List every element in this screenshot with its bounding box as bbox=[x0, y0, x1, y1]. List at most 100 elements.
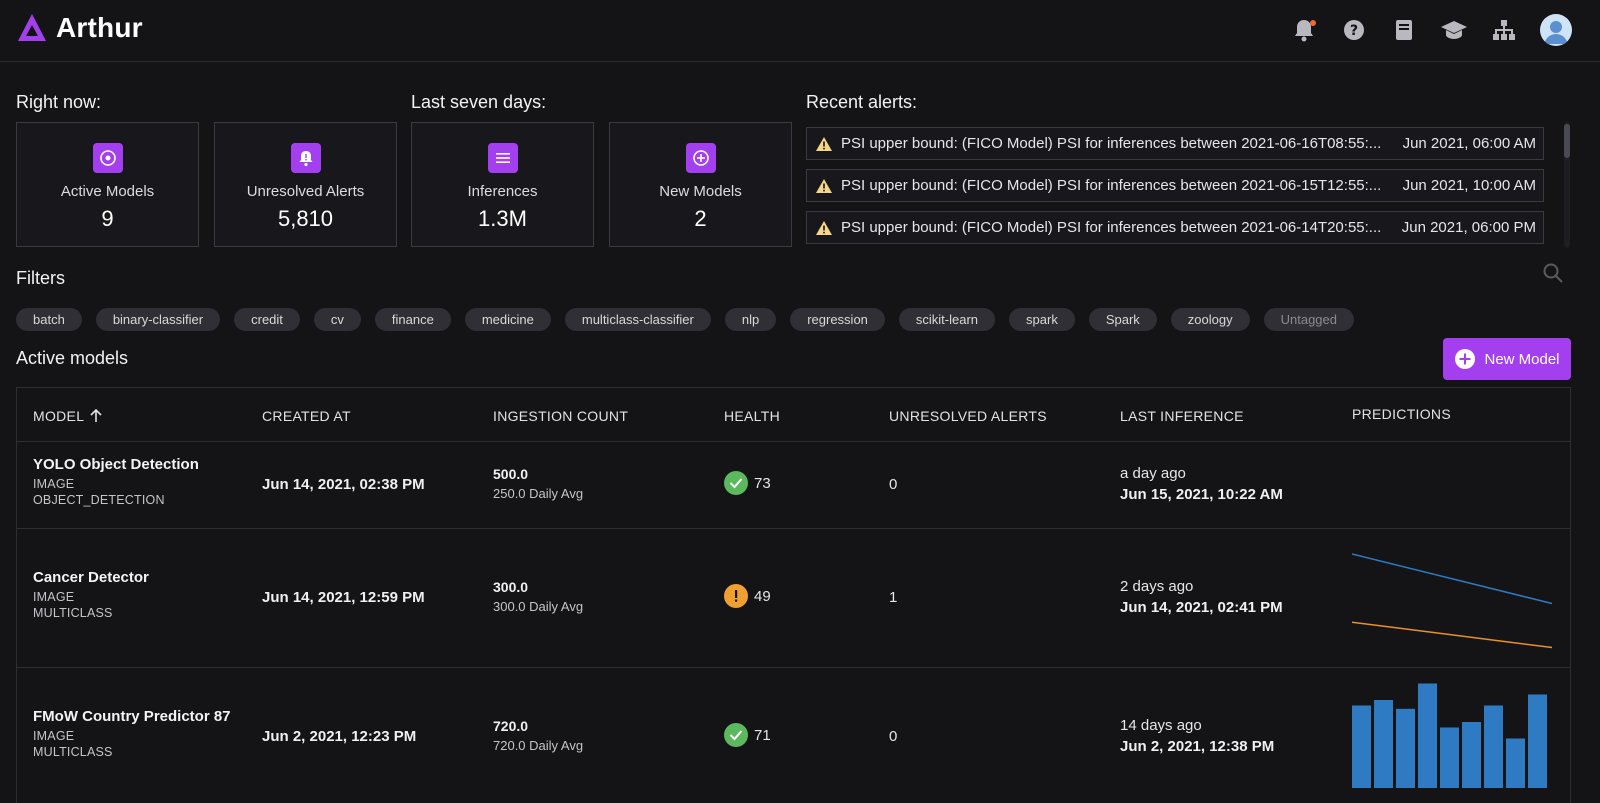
tag-filter[interactable]: zoology bbox=[1170, 308, 1250, 331]
alert-item[interactable]: PSI upper bound: (FICO Model) PSI for in… bbox=[806, 127, 1544, 160]
last-inference-relative: 2 days ago bbox=[1120, 578, 1194, 595]
stat-card-active-models[interactable]: Active Models 9 bbox=[16, 122, 199, 247]
right-now-label: Right now: bbox=[16, 92, 102, 112]
model-output-type: OBJECT_DETECTION bbox=[33, 493, 165, 507]
warning-icon bbox=[816, 136, 832, 151]
model-input-type: IMAGE bbox=[33, 477, 75, 491]
avatar[interactable] bbox=[1540, 14, 1572, 46]
stat-card-new-models[interactable]: New Models 2 bbox=[609, 122, 792, 247]
model-input-type: IMAGE bbox=[33, 590, 75, 604]
stat-value: 2 bbox=[694, 206, 707, 231]
prediction-bar bbox=[1418, 683, 1437, 788]
model-input-type: IMAGE bbox=[33, 729, 75, 743]
prediction-bar bbox=[1462, 722, 1481, 788]
prediction-bar bbox=[1506, 738, 1525, 788]
prediction-bar bbox=[1396, 708, 1415, 788]
notification-dot bbox=[1310, 20, 1316, 26]
health-score: 49 bbox=[754, 587, 771, 605]
alerts-scrollbar[interactable] bbox=[1564, 122, 1570, 248]
created-at: Jun 14, 2021, 02:38 PM bbox=[262, 476, 425, 493]
plus-circle-icon bbox=[685, 143, 716, 173]
alert-item[interactable]: PSI upper bound: (FICO Model) PSI for in… bbox=[806, 169, 1544, 202]
tag-filter[interactable]: medicine bbox=[464, 308, 551, 331]
tag-filter[interactable]: binary-classifier bbox=[95, 308, 221, 331]
column-header-alerts[interactable]: UNRESOLVED ALERTS bbox=[889, 408, 1047, 424]
tag-filter[interactable]: nlp bbox=[724, 308, 777, 331]
predictions-sparkline bbox=[1352, 553, 1553, 649]
stat-label: Inferences bbox=[467, 183, 538, 200]
list-icon bbox=[487, 143, 518, 173]
stat-card-unresolved-alerts[interactable]: Unresolved Alerts 5,810 bbox=[214, 122, 397, 247]
health-indicator: 73 bbox=[724, 471, 771, 495]
tag-filter[interactable]: multiclass-classifier bbox=[564, 308, 711, 331]
tag-filter[interactable]: scikit-learn bbox=[898, 308, 996, 331]
tag-filter[interactable]: finance bbox=[374, 308, 451, 331]
new-model-label: New Model bbox=[1484, 350, 1560, 368]
model-output-type: MULTICLASS bbox=[33, 745, 113, 759]
tag-filter[interactable]: batch bbox=[16, 308, 82, 331]
column-header-model[interactable]: MODEL bbox=[33, 408, 102, 424]
recent-alerts-list: PSI upper bound: (FICO Model) PSI for in… bbox=[806, 122, 1570, 248]
alert-text: PSI upper bound: (FICO Model) PSI for in… bbox=[841, 135, 1382, 152]
tag-filter[interactable]: spark bbox=[1009, 308, 1075, 331]
prediction-bar bbox=[1374, 700, 1393, 788]
filters-label: Filters bbox=[16, 268, 65, 288]
org-chart-icon[interactable] bbox=[1490, 14, 1518, 46]
daily-average: 300.0 Daily Avg bbox=[493, 599, 584, 614]
column-header-ingestion[interactable]: INGESTION COUNT bbox=[493, 408, 629, 424]
alert-item[interactable]: PSI upper bound: (FICO Model) PSI for in… bbox=[806, 211, 1544, 244]
warning-icon bbox=[816, 178, 832, 193]
stat-card-inferences[interactable]: Inferences 1.3M bbox=[411, 122, 594, 247]
created-at: Jun 2, 2021, 12:23 PM bbox=[262, 728, 417, 745]
new-model-button[interactable]: New Model bbox=[1443, 338, 1571, 380]
alert-text: PSI upper bound: (FICO Model) PSI for in… bbox=[841, 177, 1382, 194]
ingestion-count: 720.0 bbox=[493, 718, 529, 734]
prediction-series-line bbox=[1352, 621, 1553, 649]
tag-filter[interactable]: cv bbox=[313, 308, 361, 331]
tag-filter-untagged[interactable]: Untagged bbox=[1263, 308, 1354, 331]
created-at: Jun 14, 2021, 12:59 PM bbox=[262, 589, 425, 606]
models-table: MODEL CREATED AT INGESTION COUNT HEALTH … bbox=[16, 387, 1571, 803]
academy-icon[interactable] bbox=[1440, 14, 1468, 46]
alerts-scroll-thumb[interactable] bbox=[1564, 124, 1570, 158]
stat-label: New Models bbox=[659, 183, 742, 200]
alert-time: Jun 2021, 06:00 PM bbox=[1401, 219, 1536, 236]
target-icon bbox=[92, 143, 123, 173]
tag-filter[interactable]: regression bbox=[790, 308, 885, 331]
column-header-health[interactable]: HEALTH bbox=[724, 408, 780, 424]
help-icon[interactable]: ? bbox=[1340, 14, 1368, 46]
unresolved-alerts-count: 0 bbox=[889, 476, 898, 493]
unresolved-alerts-count: 1 bbox=[889, 589, 898, 606]
search-icon[interactable] bbox=[1542, 262, 1564, 284]
model-name[interactable]: YOLO Object Detection bbox=[33, 456, 199, 473]
check-icon bbox=[724, 723, 748, 747]
stat-label: Unresolved Alerts bbox=[246, 183, 365, 200]
stat-value: 9 bbox=[101, 206, 114, 231]
predictions-bar-chart bbox=[1352, 683, 1547, 788]
health-score: 73 bbox=[754, 474, 771, 492]
table-row[interactable]: Cancer Detector IMAGE MULTICLASS Jun 14,… bbox=[17, 529, 1570, 668]
bell-alert-icon bbox=[290, 143, 321, 173]
tag-filter[interactable]: Spark bbox=[1088, 308, 1157, 331]
tag-filter-list: batch binary-classifier credit cv financ… bbox=[16, 308, 1354, 331]
table-row[interactable]: YOLO Object Detection IMAGE OBJECT_DETEC… bbox=[17, 442, 1570, 529]
svg-text:?: ? bbox=[1350, 23, 1358, 39]
alert-time: Jun 2021, 06:00 AM bbox=[1402, 135, 1536, 152]
health-score: 71 bbox=[754, 726, 771, 744]
tag-filter[interactable]: credit bbox=[234, 308, 300, 331]
stat-value: 1.3M bbox=[478, 206, 527, 231]
recent-alerts-label: Recent alerts: bbox=[806, 92, 918, 112]
table-row[interactable]: FMoW Country Predictor 87 IMAGE MULTICLA… bbox=[17, 668, 1570, 803]
model-name[interactable]: Cancer Detector bbox=[33, 569, 149, 586]
docs-icon[interactable] bbox=[1390, 14, 1418, 46]
app-name: Arthur bbox=[56, 12, 143, 43]
column-header-last-inference[interactable]: LAST INFERENCE bbox=[1120, 408, 1244, 424]
column-header-created[interactable]: CREATED AT bbox=[262, 408, 351, 424]
model-output-type: MULTICLASS bbox=[33, 606, 113, 620]
prediction-bar bbox=[1440, 727, 1459, 788]
stat-value: 5,810 bbox=[277, 206, 334, 231]
bell-icon[interactable] bbox=[1290, 14, 1318, 46]
model-name[interactable]: FMoW Country Predictor 87 bbox=[33, 708, 231, 725]
logo[interactable]: Arthur bbox=[16, 12, 143, 44]
top-bar: Arthur ? bbox=[0, 0, 1600, 62]
